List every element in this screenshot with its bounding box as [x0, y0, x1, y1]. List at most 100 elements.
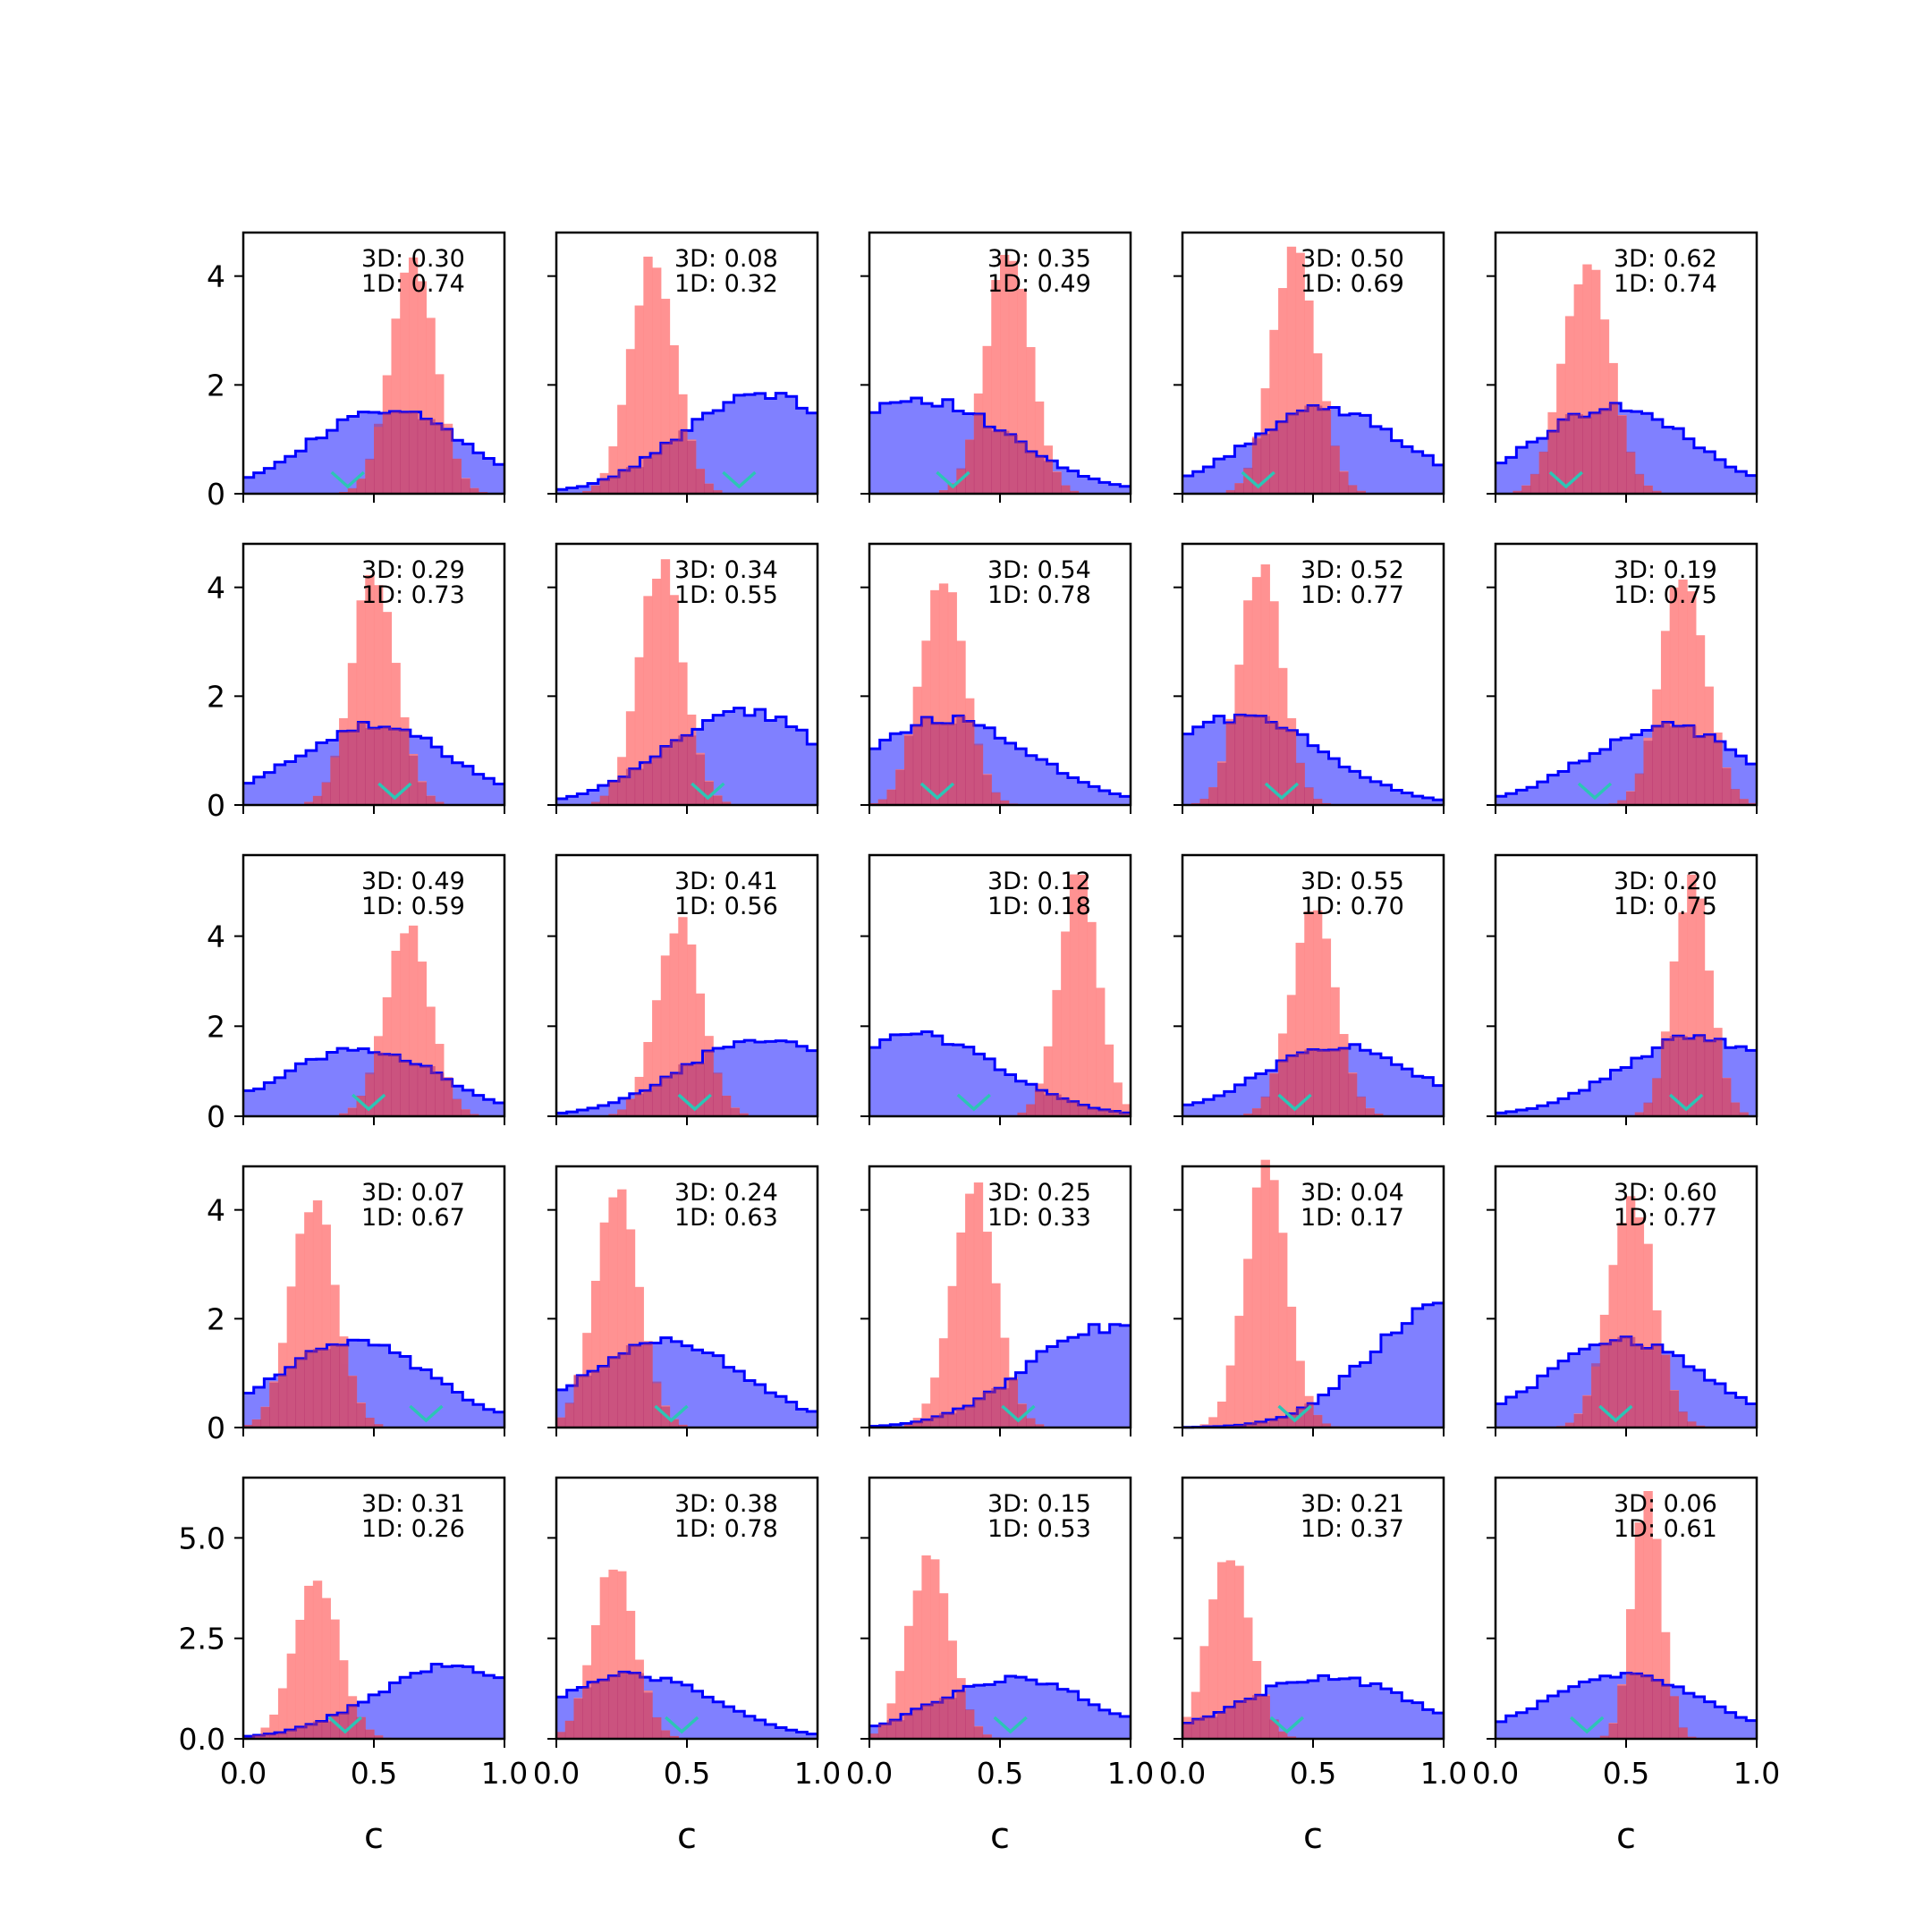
overlap-bar: [1695, 736, 1706, 805]
overlap-bar: [938, 1413, 949, 1428]
overlap-bar: [1669, 1036, 1679, 1116]
overlap-bar: [1356, 490, 1366, 494]
posterior-bar: [1321, 938, 1332, 1116]
overlap-bar: [1034, 1424, 1045, 1428]
overlap-bar: [721, 1096, 732, 1116]
annotation-1d: 1D: 0.32: [674, 270, 778, 298]
overlap-bar: [1191, 1719, 1201, 1739]
prior-histogram-step: [556, 392, 818, 491]
annotation-1d: 1D: 0.77: [1614, 1204, 1717, 1232]
overlap-bar: [1652, 1078, 1662, 1116]
overlap-bar: [660, 1730, 671, 1739]
overlap-bar: [617, 776, 627, 805]
annotation-1d: 1D: 0.63: [674, 1204, 778, 1232]
overlap-bar: [286, 1730, 296, 1739]
overlap-bar: [982, 1734, 992, 1739]
prior-histogram-step: [243, 1338, 504, 1414]
overlap-region: [590, 735, 732, 805]
posterior-bar: [982, 1232, 992, 1428]
annotation-3d: 3D: 0.54: [987, 556, 1091, 584]
posterior-bar: [312, 1200, 323, 1428]
overlap-bar: [1304, 405, 1314, 494]
overlap-bar: [269, 1382, 279, 1428]
posterior-bar: [1078, 875, 1088, 1116]
posterior-bar: [295, 1233, 305, 1428]
overlap-bar: [956, 1409, 966, 1428]
overlap-bar: [1251, 438, 1262, 494]
overlap-bar: [1225, 489, 1235, 494]
overlap-bar: [1243, 1699, 1253, 1739]
annotation-1d: 1D: 0.70: [1301, 893, 1404, 920]
posterior-bar: [286, 1653, 296, 1739]
overlap-bar: [1687, 1038, 1697, 1116]
posterior-bar: [1260, 564, 1270, 805]
overlap-bar: [1547, 431, 1557, 494]
overlap-bar: [1634, 1112, 1645, 1116]
overlap-bar: [1026, 1418, 1036, 1428]
overlap-bar: [400, 1061, 410, 1116]
overlap-bar: [556, 1417, 566, 1428]
overlap-bar: [1096, 1109, 1106, 1116]
overlap-region: [1243, 1048, 1384, 1116]
prior-histogram-step: [556, 1038, 818, 1114]
overlap-bar: [1530, 473, 1540, 494]
posterior-bar: [634, 657, 644, 805]
overlap-bar: [608, 781, 618, 805]
overlap-bar: [1295, 411, 1305, 494]
overlap-bar: [634, 1673, 644, 1739]
annotation-1d: 1D: 0.59: [361, 893, 465, 920]
y-tick-label: 0: [207, 477, 225, 512]
posterior-bar: [408, 257, 419, 494]
x-tick-label: 0.0: [846, 1756, 893, 1791]
overlap-bar: [1251, 716, 1262, 805]
posterior-bar: [1043, 1046, 1053, 1116]
posterior-bar: [930, 1377, 940, 1428]
overlap-bar: [695, 469, 706, 494]
overlap-bar: [1713, 1038, 1723, 1116]
overlap-bar: [1608, 1340, 1618, 1428]
posterior-bar: [1652, 1538, 1662, 1739]
true-value-marker: [409, 1404, 444, 1423]
true-value-marker: [1548, 470, 1584, 489]
posterior-bar: [1000, 254, 1010, 494]
annotation-3d: 3D: 0.20: [1614, 868, 1717, 895]
prior-histogram-step: [243, 410, 504, 479]
overlap-bar: [1269, 1719, 1279, 1739]
overlap-bar: [330, 1715, 340, 1739]
overlap-bar: [599, 1680, 609, 1739]
annotation-3d: 3D: 0.35: [987, 245, 1091, 273]
posterior-bar: [1069, 874, 1080, 1116]
annotation-3d: 3D: 0.62: [1614, 245, 1717, 273]
overlap-bar: [652, 1085, 662, 1116]
posterior-bar: [687, 944, 697, 1116]
overlap-region: [556, 1672, 679, 1739]
overlap-bar: [1634, 1674, 1645, 1739]
overlap-bar: [590, 1371, 601, 1428]
overlap-bar: [1643, 485, 1653, 494]
overlap-bar: [1678, 1411, 1688, 1428]
annotation-1d: 1D: 0.77: [1301, 581, 1404, 609]
posterior-bar: [938, 1338, 949, 1428]
overlap-bar: [365, 1418, 375, 1428]
posterior-bar: [304, 1212, 314, 1428]
annotation-3d: 3D: 0.30: [361, 245, 465, 273]
overlap-bar: [695, 754, 706, 805]
overlap-bar: [1660, 1039, 1671, 1116]
overlap-bar: [1704, 734, 1714, 805]
overlap-bar: [1599, 1735, 1610, 1739]
posterior-bar: [417, 281, 427, 494]
x-tick-label: 0.5: [977, 1756, 1023, 1791]
overlap-bar: [973, 743, 984, 805]
overlap-bar: [1104, 1109, 1114, 1116]
annotation-1d: 1D: 0.75: [1614, 581, 1717, 609]
overlap-bar: [1739, 1112, 1749, 1116]
posterior-histogram: [1199, 1159, 1340, 1428]
overlap-bar: [1374, 1114, 1384, 1116]
overlap-bar: [895, 769, 905, 805]
posterior-bar: [1208, 1417, 1218, 1428]
overlap-bar: [312, 1721, 323, 1739]
posterior-bar: [921, 1403, 931, 1428]
overlap-bar: [582, 1687, 592, 1739]
overlap-bar: [704, 483, 714, 494]
